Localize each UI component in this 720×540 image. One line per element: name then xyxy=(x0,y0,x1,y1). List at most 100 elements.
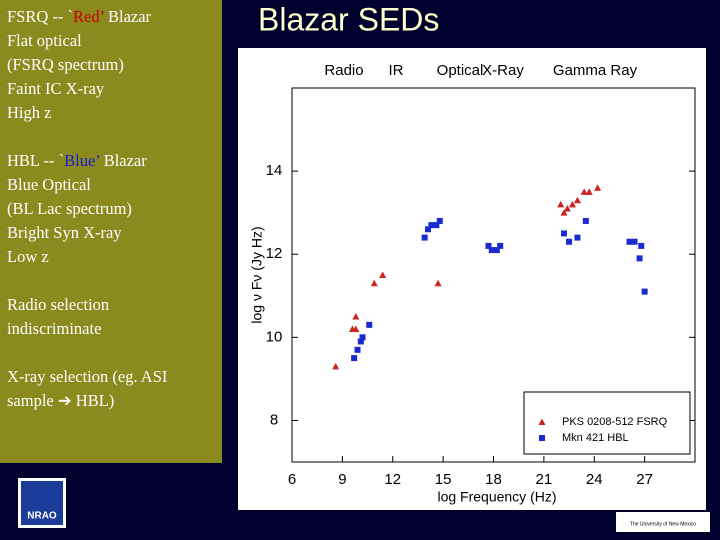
left-logo-text: NRAO xyxy=(27,511,57,522)
text-run: Blazar xyxy=(99,151,147,170)
text-run: Radio selection xyxy=(7,295,110,314)
text-run: High z xyxy=(7,103,52,122)
text-line: (BL Lac spectrum) xyxy=(7,197,222,221)
point xyxy=(357,338,364,345)
text-line: Flat optical xyxy=(7,29,222,53)
point xyxy=(379,271,387,278)
point xyxy=(631,238,638,245)
text-run: FSRQ -- ` xyxy=(7,7,74,26)
point xyxy=(428,222,435,229)
text-run: Low z xyxy=(7,247,49,266)
point xyxy=(488,247,495,254)
x-tick-label: 6 xyxy=(288,471,296,488)
point xyxy=(485,242,492,249)
text-run: Blue’ xyxy=(64,151,100,170)
point xyxy=(568,200,576,208)
text-run: HBL -- ` xyxy=(7,151,65,170)
point xyxy=(433,222,440,229)
x-tick-label: 21 xyxy=(536,471,553,488)
point xyxy=(436,217,443,224)
x-tick-label: 15 xyxy=(435,471,452,488)
y-axis-label: log ν Fν (Jy Hz) xyxy=(249,226,265,323)
point xyxy=(497,242,504,249)
text-line: sample ➔ HBL) xyxy=(7,389,222,413)
point xyxy=(359,334,366,341)
point xyxy=(573,196,581,204)
point xyxy=(352,325,360,333)
text-line: indiscriminate xyxy=(7,317,222,341)
right-logo-text: The University of New Mexico xyxy=(630,521,696,527)
text-run: Faint IC X-ray xyxy=(7,79,105,98)
band-label: IR xyxy=(389,62,404,79)
point xyxy=(370,279,378,287)
point xyxy=(561,230,568,237)
point xyxy=(354,346,361,353)
point xyxy=(425,226,432,233)
text-run: X-ray selection (eg. ASI xyxy=(7,367,168,386)
text-line: Low z xyxy=(7,245,222,269)
text-line: Bright Syn X-ray xyxy=(7,221,222,245)
text-line: High z xyxy=(7,101,222,125)
x-tick-label: 27 xyxy=(636,471,653,488)
band-label: X-Ray xyxy=(482,62,524,79)
point xyxy=(626,238,633,245)
y-tick-label: 12 xyxy=(266,245,283,262)
right-logo xyxy=(616,512,710,532)
point xyxy=(582,217,589,224)
point xyxy=(557,200,565,208)
text-run: sample ➔ HBL) xyxy=(7,391,115,410)
text-line: (FSRQ spectrum) xyxy=(7,53,222,77)
legend-label: PKS 0208-512 FSRQ xyxy=(562,416,668,428)
band-label: Radio xyxy=(324,62,363,79)
paragraph: Radio selection indiscriminate xyxy=(7,293,222,341)
text-line: Faint IC X-ray xyxy=(7,77,222,101)
point xyxy=(351,355,358,362)
y-tick-label: 10 xyxy=(266,328,283,345)
paragraph: FSRQ -- `Red’ Blazar Flat optical (FSRQ sp… xyxy=(7,5,222,125)
x-tick-label: 24 xyxy=(586,471,603,488)
point xyxy=(563,205,571,212)
x-tick-label: 12 xyxy=(384,471,401,488)
text-run: (FSRQ spectrum) xyxy=(7,55,124,74)
paragraph: HBL -- `Blue’ Blazar Blue Optical (BL Lac … xyxy=(7,149,222,269)
text-run: Blue Optical xyxy=(7,175,91,194)
slide-title: Blazar SEDs xyxy=(258,1,439,37)
point xyxy=(366,321,373,328)
y-tick-label: 8 xyxy=(270,411,278,428)
text-line: X-ray selection (eg. ASI xyxy=(7,365,222,389)
text-run: Blazar xyxy=(103,7,152,26)
point xyxy=(641,288,648,295)
point xyxy=(434,279,442,287)
paragraph: X-ray selection (eg. ASI sample ➔ HBL) xyxy=(7,365,222,413)
x-axis-label: log Frequency (Hz) xyxy=(437,489,556,505)
text-run: Bright Syn X-ray xyxy=(7,223,122,242)
point xyxy=(638,242,645,249)
text-line: FSRQ -- `Red’ Blazar xyxy=(7,5,222,29)
band-label: Optical xyxy=(437,62,484,79)
band-label: Gamma Ray xyxy=(553,62,638,79)
x-tick-label: 9 xyxy=(338,471,346,488)
text-line: HBL -- `Blue’ Blazar xyxy=(7,149,222,173)
legend-label: Mkn 421 HBL xyxy=(562,432,629,444)
left-logo-mark xyxy=(21,481,63,525)
legend-marker xyxy=(538,418,546,425)
point xyxy=(585,188,593,195)
legend-marker xyxy=(539,435,545,441)
text-run: Red’ xyxy=(73,7,104,26)
point xyxy=(580,188,588,195)
point xyxy=(560,209,568,216)
point xyxy=(332,362,340,370)
x-tick-label: 18 xyxy=(485,471,502,488)
text-line: Radio selection xyxy=(7,293,222,317)
point xyxy=(594,184,602,191)
text-panel: FSRQ -- `Red’ Blazar Flat optical (FSRQ sp… xyxy=(0,0,222,463)
text-run: indiscriminate xyxy=(7,319,102,338)
point xyxy=(421,234,428,241)
point xyxy=(574,234,581,241)
text-line: Blue Optical xyxy=(7,173,222,197)
point xyxy=(636,255,643,262)
point xyxy=(493,247,500,254)
point xyxy=(566,238,573,245)
